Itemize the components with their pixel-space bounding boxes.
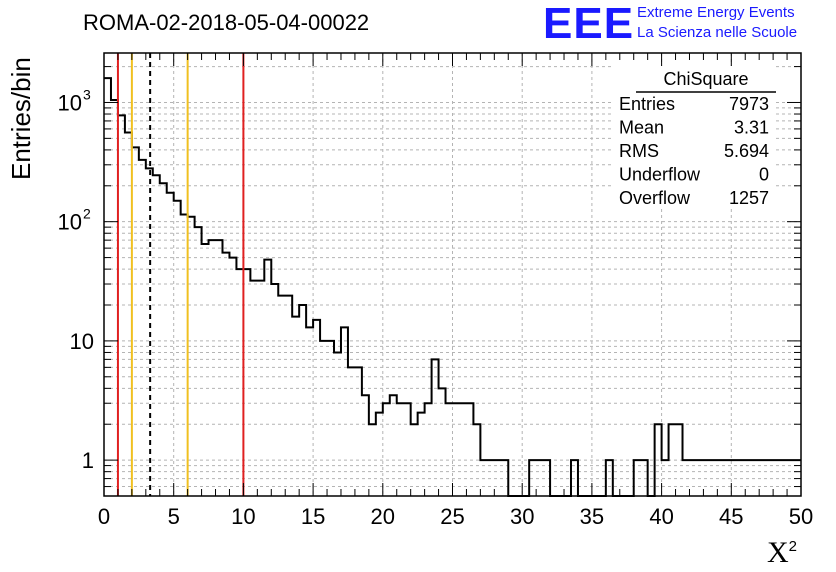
histogram-bin — [111, 100, 118, 496]
y-tick-exponent: 2 — [83, 206, 91, 222]
x-tick-label: 10 — [231, 504, 255, 529]
stats-row-name: Underflow — [619, 165, 701, 185]
histogram-bin — [404, 403, 411, 496]
histogram-bin — [348, 367, 355, 496]
histogram-bin — [425, 403, 432, 496]
x-tick-label: 5 — [168, 504, 180, 529]
histogram-bin — [222, 253, 229, 496]
x-tick-label: 30 — [510, 504, 534, 529]
stats-row-name: RMS — [619, 141, 659, 161]
stats-row-value: 7973 — [729, 94, 769, 114]
stats-row-name: Overflow — [619, 188, 691, 208]
stats-title: ChiSquare — [663, 69, 748, 89]
histogram-bin — [418, 413, 425, 496]
x-axis-power: 2 — [788, 538, 798, 555]
histogram-bin — [327, 341, 334, 496]
x-axis-symbol: X — [767, 536, 789, 569]
x-tick-label: 35 — [580, 504, 604, 529]
histogram-bin — [459, 403, 466, 496]
y-tick-label: 1 — [82, 448, 94, 473]
histogram-bin — [355, 367, 362, 496]
histogram-bin — [320, 341, 327, 496]
x-tick-label: 15 — [301, 504, 325, 529]
histogram-bin — [453, 403, 460, 496]
stats-row-value: 3.31 — [734, 118, 769, 138]
histogram-bin — [466, 403, 473, 496]
y-tick-exponent: 3 — [83, 86, 91, 102]
histogram-bin — [432, 359, 439, 496]
histogram-bin — [160, 183, 167, 496]
histogram-bin — [104, 78, 111, 496]
stats-row-value: 5.694 — [724, 141, 769, 161]
histogram-bin — [209, 240, 216, 496]
histogram-bin — [188, 217, 195, 496]
x-axis-label: X2 — [767, 536, 797, 570]
histogram-bin — [216, 240, 223, 496]
chart-title: ROMA-02-2018-05-04-00022 — [83, 10, 370, 35]
stats-row-name: Entries — [619, 94, 675, 114]
histogram-bin — [299, 305, 306, 496]
logo-line-2: La Scienza nelle Scuole — [637, 24, 798, 41]
histogram-bin — [181, 214, 188, 496]
stats-row-name: Mean — [619, 118, 664, 138]
histogram-bin — [236, 269, 243, 496]
histogram-bin — [132, 147, 139, 496]
histogram-bin — [139, 160, 146, 496]
y-tick-label: 10 — [58, 210, 82, 235]
histogram-bin — [195, 227, 202, 496]
stats-row-value: 1257 — [729, 188, 769, 208]
histogram-bin — [397, 403, 404, 496]
logo-line-1: Extreme Energy Events — [637, 4, 795, 21]
histogram-bin — [153, 175, 160, 496]
histogram-bin — [439, 388, 446, 496]
y-tick-label: 10 — [58, 90, 82, 115]
histogram-bin — [243, 269, 250, 496]
histogram-bin — [202, 244, 209, 496]
stats-box — [612, 66, 776, 209]
y-tick-label: 10 — [70, 329, 94, 354]
histogram-bin — [174, 201, 181, 496]
histogram-bin — [167, 193, 174, 496]
histogram-bin — [271, 284, 278, 496]
x-tick-label: 50 — [789, 504, 813, 529]
stats-row-value: 0 — [759, 165, 769, 185]
x-tick-label: 0 — [98, 504, 110, 529]
histogram-bin — [125, 132, 132, 496]
x-tick-label: 25 — [440, 504, 464, 529]
histogram-bin — [390, 395, 397, 496]
histogram-bin — [362, 395, 369, 496]
x-tick-label: 40 — [649, 504, 673, 529]
x-tick-label: 20 — [371, 504, 395, 529]
histogram-bin — [292, 317, 299, 496]
histogram-bin — [383, 403, 390, 496]
histogram-bin — [446, 403, 453, 496]
histogram-bin — [118, 115, 125, 496]
histogram-bin — [376, 413, 383, 496]
eee-logo: EEE — [543, 0, 635, 48]
x-tick-label: 45 — [719, 504, 743, 529]
